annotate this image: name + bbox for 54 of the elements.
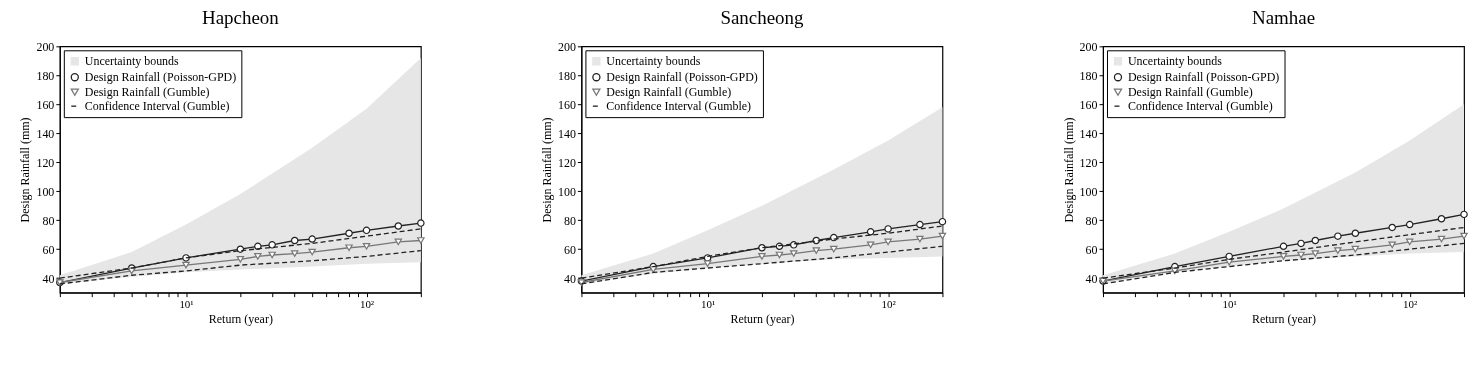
y-tick-label: 120 [36, 155, 55, 170]
y-tick-label: 80 [563, 213, 576, 228]
y-tick-label: 200 [36, 39, 55, 54]
legend-label: Design Rainfall (Gumble) [84, 85, 210, 100]
legend-label: Design Rainfall (Poisson-GPD) [606, 70, 758, 85]
y-axis-title: Design Rainfall (mm) [540, 117, 555, 223]
legend-label: Design Rainfall (Poisson-GPD) [84, 70, 237, 85]
x-tick-label: 10² [1403, 298, 1419, 311]
chart-title: Hapcheon [201, 7, 280, 29]
y-tick-label: 120 [1079, 155, 1098, 170]
y-tick-label: 100 [36, 184, 55, 199]
x-axis-title: Return (year) [1251, 312, 1317, 327]
chart-title: Namhae [1251, 7, 1316, 29]
legend-label: Design Rainfall (Poisson-GPD) [1127, 70, 1280, 85]
y-tick-label: 140 [36, 126, 55, 141]
y-tick-label: 160 [1079, 97, 1098, 112]
y-tick-label: 200 [558, 39, 576, 54]
x-tick-label: 10¹ [1222, 298, 1237, 311]
y-tick-label: 120 [558, 155, 576, 170]
y-tick-label: 100 [1079, 184, 1098, 199]
y-tick-label: 180 [1079, 68, 1098, 83]
legend-label: Uncertainty bounds [606, 54, 701, 69]
x-axis-title: Return (year) [208, 312, 273, 327]
chart-title: Sancheong [720, 7, 805, 29]
legend-label: Confidence Interval (Gumble) [1127, 99, 1273, 114]
x-tick-label: 10¹ [179, 298, 194, 311]
y-tick-label: 60 [563, 242, 576, 257]
x-tick-label: 10¹ [700, 298, 716, 311]
y-tick-label: 40 [1085, 271, 1098, 286]
y-tick-label: 40 [563, 271, 576, 286]
y-tick-label: 80 [1085, 213, 1098, 228]
y-tick-label: 60 [42, 242, 55, 257]
x-axis-title: Return (year) [730, 312, 795, 327]
y-tick-label: 40 [42, 271, 55, 286]
legend-label: Confidence Interval (Gumble) [606, 99, 752, 114]
legend-label: Confidence Interval (Gumble) [84, 99, 230, 114]
y-axis-title: Design Rainfall (mm) [18, 117, 33, 223]
y-tick-label: 140 [1079, 126, 1098, 141]
legend-label: Uncertainty bounds [84, 54, 180, 69]
y-axis-title: Design Rainfall (mm) [1061, 117, 1076, 223]
y-tick-label: 80 [42, 213, 55, 228]
y-tick-label: 160 [558, 97, 576, 112]
y-tick-label: 100 [558, 184, 576, 199]
y-tick-label: 60 [1085, 242, 1098, 257]
y-tick-label: 180 [558, 68, 576, 83]
y-tick-label: 140 [558, 126, 576, 141]
y-tick-label: 200 [1079, 39, 1098, 54]
y-tick-label: 180 [36, 68, 55, 83]
legend-label: Design Rainfall (Gumble) [1127, 85, 1253, 100]
x-tick-label: 10² [881, 298, 897, 311]
legend-label: Uncertainty bounds [1127, 54, 1223, 69]
x-tick-label: 10² [359, 298, 375, 311]
y-tick-label: 160 [36, 97, 55, 112]
legend-label: Design Rainfall (Gumble) [606, 85, 732, 100]
